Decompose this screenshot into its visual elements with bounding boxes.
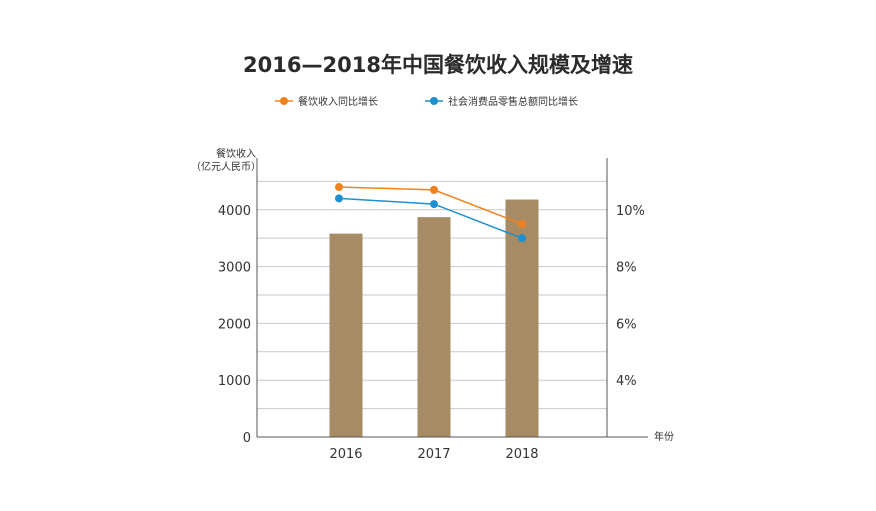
x-tick-label: 2016: [329, 447, 362, 462]
series-point-1-2017: [430, 200, 438, 209]
left-tick-label: 4000: [218, 204, 251, 219]
series-point-1-2018: [518, 234, 526, 243]
legend-label-0: 餐饮收入同比增长: [298, 95, 378, 108]
bar-2017: [417, 217, 451, 437]
right-tick-label: 4%: [616, 374, 637, 389]
left-tick-label: 3000: [218, 261, 251, 276]
legend: 餐饮收入同比增长 社会消费品零售总额同比增长: [275, 95, 578, 108]
y-axis-label-line1: 餐饮收入: [216, 147, 256, 160]
right-tick-label: 10%: [616, 204, 645, 219]
right-tick-label: 8%: [616, 261, 637, 276]
axes: [256, 158, 648, 438]
x-tick-label: 2017: [417, 447, 450, 462]
x-axis-label: 年份: [654, 430, 674, 443]
series-point-0-2016: [335, 183, 343, 192]
line-series: [335, 183, 526, 243]
bar-series: [329, 199, 539, 437]
chart-title: 2016—2018年中国餐饮收入规模及增速: [243, 53, 633, 77]
legend-swatch-dot-1: [430, 97, 438, 105]
series-point-0-2017: [430, 185, 438, 194]
y-axis-label-line2: （亿元人民币）: [191, 160, 261, 173]
left-tick-label: 2000: [218, 317, 251, 332]
legend-label-1: 社会消费品零售总额同比增长: [448, 95, 578, 108]
bar-2016: [329, 233, 363, 437]
tick-labels: 0 1000 2000 3000 4000 4% 6% 8% 10% 2016 2017 2018: [218, 204, 645, 462]
left-tick-label: 0: [243, 431, 251, 446]
series-point-1-2016: [335, 194, 343, 203]
legend-swatch-dot-0: [280, 97, 288, 105]
x-tick-label: 2018: [505, 447, 538, 462]
series-point-0-2018: [518, 219, 526, 228]
left-tick-label: 1000: [218, 374, 251, 389]
right-tick-label: 6%: [616, 317, 637, 332]
